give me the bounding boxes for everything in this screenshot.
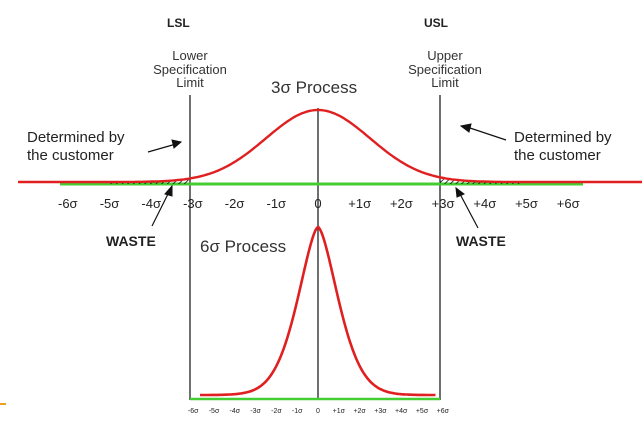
main-axis-tick: +2σ <box>389 196 413 211</box>
main-axis-tick: +6σ <box>556 196 580 211</box>
six-sigma-label: 6σ Process <box>200 237 287 256</box>
small-axis-tick: -3σ <box>250 408 261 415</box>
small-axis-tick: -2σ <box>271 408 282 415</box>
main-axis-tick: +3σ <box>431 196 455 211</box>
small-axis-tick: -4σ <box>229 408 241 415</box>
small-axis-tick: +1σ <box>332 408 345 415</box>
lsl-header: LSL <box>167 16 190 30</box>
small-axis-tick: +3σ <box>374 408 387 415</box>
arrow-left <box>147 139 183 153</box>
small-axis-tick: 0 <box>316 408 320 415</box>
small-axis-tick: -6σ <box>187 408 199 415</box>
arrow-waste-right <box>455 186 479 229</box>
main-axis-tick: +1σ <box>348 196 372 211</box>
main-axis-tick: -6σ <box>58 196 78 211</box>
customer-label-left: Determined by the customer <box>27 129 125 164</box>
three-sigma-label: 3σ Process <box>271 78 358 97</box>
main-axis-tick: -3σ <box>183 196 203 211</box>
waste-label-left: WASTE <box>106 233 156 249</box>
waste-label-right: WASTE <box>456 233 506 249</box>
main-axis-tick: +4σ <box>473 196 497 211</box>
upper-spec-label: Upper Specification Limit <box>408 48 482 91</box>
customer-label-right: Determined by the customer <box>514 129 612 164</box>
small-axis-tick: -5σ <box>208 408 220 415</box>
three-sigma-curve <box>18 108 642 184</box>
small-axis-tick: +5σ <box>415 408 429 415</box>
main-axis-tick: -5σ <box>99 196 120 211</box>
arrow-waste-left <box>151 184 173 227</box>
main-axis-tick: +5σ <box>515 196 538 211</box>
main-axis-tick: -4σ <box>141 196 161 211</box>
arrow-right <box>459 123 507 141</box>
usl-header: USL <box>424 16 448 30</box>
small-axis-tick: +2σ <box>353 408 366 415</box>
main-axis-tick: -1σ <box>266 196 287 211</box>
small-axis-tick: +4σ <box>395 408 408 415</box>
lower-spec-label: Lower Specification Limit <box>153 48 227 91</box>
small-axis-tick: +6σ <box>436 408 449 415</box>
six-sigma-curve <box>200 225 436 397</box>
main-axis-tick: 0 <box>314 196 322 211</box>
small-axis-tick: -1σ <box>291 408 303 415</box>
main-axis-tick: -2σ <box>224 196 245 211</box>
